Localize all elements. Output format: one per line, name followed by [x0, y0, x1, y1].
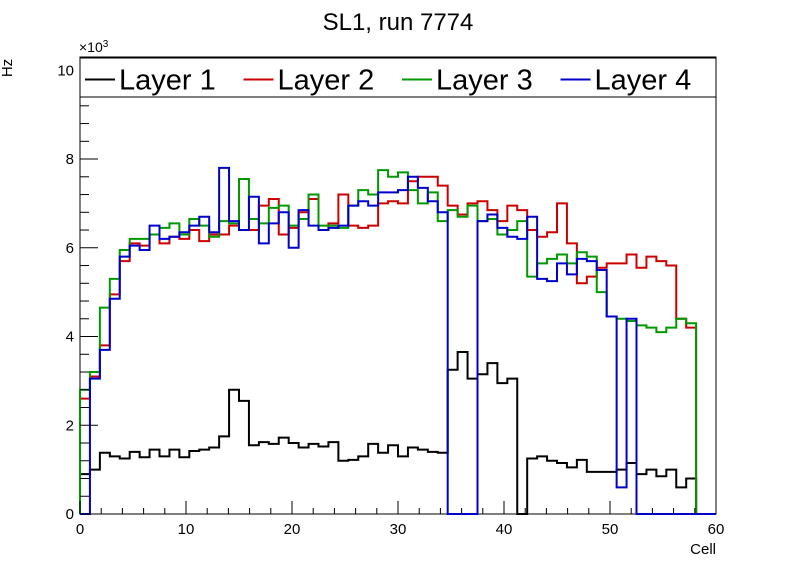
x-tick-label: 40 — [496, 521, 513, 538]
x-tick-label: 0 — [76, 521, 84, 538]
y-tick-label: 2 — [66, 417, 74, 434]
x-tick-label: 30 — [390, 521, 407, 538]
x-tick-label: 50 — [602, 521, 619, 538]
y-tick-label: 6 — [66, 240, 74, 257]
series-line-1 — [79, 351, 716, 515]
y-tick-label: 0 — [66, 506, 74, 523]
y-axis-label: Hz — [0, 59, 16, 77]
y-axis-exponent: ×103 — [79, 39, 109, 55]
legend-box — [79, 57, 717, 98]
y-tick-label: 4 — [66, 329, 74, 346]
legend-label-1: Layer 1 — [119, 65, 216, 97]
x-tick-label: 20 — [284, 521, 301, 538]
series-line-2 — [79, 175, 716, 515]
y-tick-label: 10 — [57, 62, 74, 79]
x-tick-label: 10 — [178, 521, 195, 538]
series-line-4 — [80, 166, 716, 515]
legend-label-2: Layer 2 — [278, 65, 375, 97]
legend-label-4: Layer 4 — [595, 65, 692, 97]
y-axis-exponent-base: ×10 — [79, 39, 103, 55]
y-tick-label: 8 — [66, 151, 74, 168]
x-axis-label: Cell — [690, 541, 716, 558]
x-tick-label: 60 — [708, 521, 725, 538]
chart-title: SL1, run 7774 — [323, 9, 474, 36]
legend-label-3: Layer 3 — [436, 65, 533, 97]
y-axis-exponent-power: 3 — [103, 39, 109, 50]
